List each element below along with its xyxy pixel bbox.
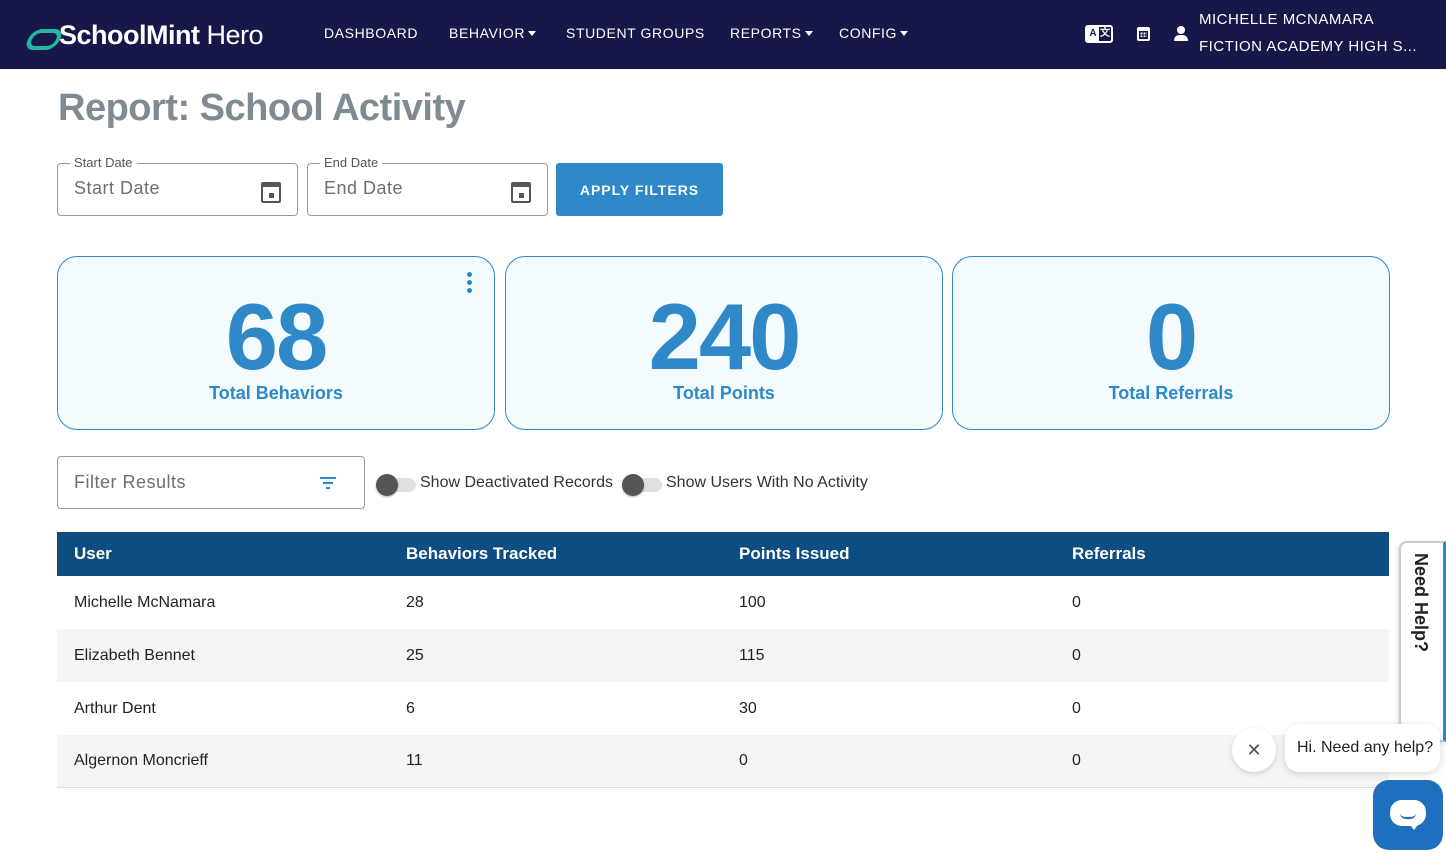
page-title: Report: School Activity: [58, 87, 466, 129]
cell-points: 30: [739, 699, 757, 717]
apply-filters-button[interactable]: APPLY FILTERS: [556, 163, 723, 216]
translate-icon-right: 文: [1100, 28, 1110, 39]
logo-mark-icon: [28, 26, 54, 44]
nav-config[interactable]: CONFIG: [839, 25, 909, 41]
cell-behaviors: 25: [406, 646, 424, 664]
cell-referrals: 0: [1072, 699, 1081, 717]
cell-behaviors: 28: [406, 593, 424, 611]
stat-label: Total Referrals: [1108, 383, 1234, 403]
translate-icon-left: A: [1087, 27, 1099, 41]
caret-down-icon: [528, 31, 537, 36]
logo-product: Hero: [206, 19, 264, 50]
cell-user: Algernon Moncrieff: [74, 752, 208, 769]
stat-value: 68: [225, 284, 329, 389]
cell-user: Arthur Dent: [74, 699, 156, 717]
filter-results-input[interactable]: [74, 472, 304, 493]
stat-value: 240: [648, 284, 802, 389]
stat-card-total-behaviors: 68 Total Behaviors: [57, 256, 495, 430]
activity-table: User Behaviors Tracked Points Issued Ref…: [57, 532, 1389, 788]
table-header: User Behaviors Tracked Points Issued Ref…: [57, 532, 1389, 576]
translate-icon[interactable]: A 文: [1085, 25, 1113, 43]
start-date-input[interactable]: [74, 178, 244, 199]
column-header-referrals[interactable]: Referrals: [1072, 544, 1146, 563]
stat-card-total-referrals: 0 Total Referrals: [952, 256, 1390, 430]
stat-card-total-points: 240 Total Points: [505, 256, 943, 430]
user-name[interactable]: MICHELLE MCNAMARA: [1199, 11, 1375, 28]
start-date-field[interactable]: Start Date: [57, 155, 298, 216]
cell-points: 0: [739, 752, 748, 769]
stat-value: 0: [1145, 284, 1198, 389]
table-row[interactable]: Elizabeth Bennet 25 115 0: [57, 629, 1389, 682]
chat-smile-icon: [1400, 813, 1416, 819]
column-header-user[interactable]: User: [74, 544, 112, 563]
calendar-icon[interactable]: [511, 182, 531, 203]
cell-points: 115: [739, 646, 765, 664]
calendar-icon[interactable]: [261, 182, 281, 203]
chat-launcher-button[interactable]: [1373, 780, 1443, 850]
logo-text: SchoolMint Hero: [59, 19, 264, 50]
filter-icon[interactable]: [320, 477, 336, 489]
stat-label: Total Behaviors: [209, 383, 343, 403]
end-date-field[interactable]: End Date: [307, 155, 548, 216]
toggle-deactivated-records[interactable]: [376, 474, 416, 496]
toggle-deactivated-label: Show Deactivated Records: [420, 474, 613, 491]
cell-behaviors: 6: [406, 699, 415, 717]
cell-user: Michelle McNamara: [74, 593, 216, 611]
nav-dashboard[interactable]: DASHBOARD: [324, 25, 419, 41]
nav-reports[interactable]: REPORTS: [730, 25, 813, 41]
need-help-label: Need Help?: [1411, 553, 1431, 653]
end-date-legend: End Date: [320, 155, 383, 170]
table-row[interactable]: Algernon Moncrieff 11 0 0: [57, 735, 1389, 788]
close-icon[interactable]: ✕: [1232, 728, 1276, 772]
more-options-icon[interactable]: [464, 272, 474, 296]
nav-student-groups[interactable]: STUDENT GROUPS: [566, 25, 705, 41]
need-help-tab[interactable]: Need Help? ‹: [1399, 541, 1446, 742]
toggle-no-activity[interactable]: [622, 474, 662, 496]
user-icon[interactable]: [1174, 26, 1188, 42]
calendar-icon[interactable]: [1137, 27, 1150, 41]
cell-referrals: 0: [1072, 646, 1081, 664]
stat-label: Total Points: [673, 383, 775, 403]
cell-referrals: 0: [1072, 593, 1081, 611]
top-navbar: SchoolMint Hero DASHBOARD BEHAVIOR STUDE…: [0, 0, 1446, 69]
cell-points: 100: [739, 593, 766, 611]
start-date-legend: Start Date: [70, 155, 137, 170]
schoolmint-logo[interactable]: SchoolMint Hero: [28, 19, 264, 51]
cell-referrals: 0: [1072, 752, 1081, 769]
filter-results-field[interactable]: [57, 456, 365, 509]
chat-greeting-bubble[interactable]: Hi. Need any help?: [1285, 724, 1440, 772]
nav-behavior[interactable]: BEHAVIOR: [449, 25, 537, 41]
column-header-points[interactable]: Points Issued: [739, 544, 850, 563]
table-row[interactable]: Arthur Dent 6 30 0: [57, 682, 1389, 735]
column-header-behaviors[interactable]: Behaviors Tracked: [406, 544, 558, 563]
toggle-no-activity-label: Show Users With No Activity: [666, 474, 868, 491]
caret-down-icon: [900, 31, 909, 36]
school-name[interactable]: FICTION ACADEMY HIGH S...: [1199, 38, 1418, 55]
table-row[interactable]: Michelle McNamara 28 100 0: [57, 576, 1389, 629]
cell-behaviors: 11: [406, 752, 423, 769]
caret-down-icon: [804, 31, 813, 36]
cell-user: Elizabeth Bennet: [74, 646, 195, 664]
end-date-input[interactable]: [324, 178, 494, 199]
